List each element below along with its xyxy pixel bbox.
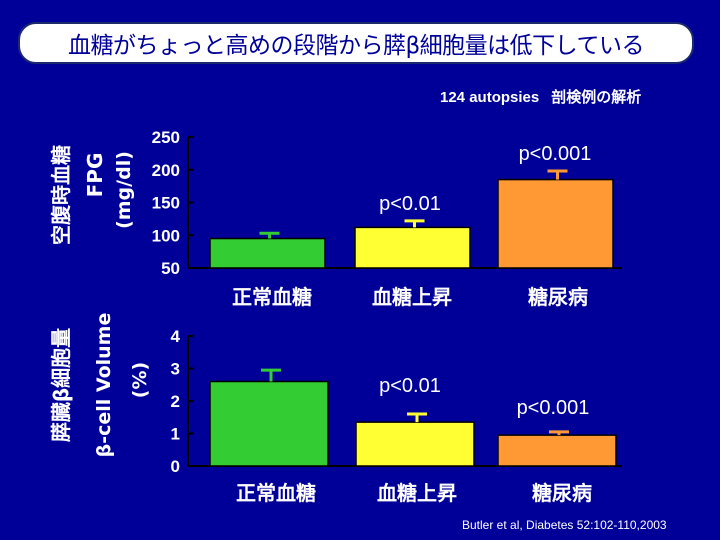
- panel2-tick-label: 0: [171, 457, 180, 476]
- panel1-tick-label: 250: [152, 128, 180, 147]
- panel2-category-label: 血糖上昇: [377, 481, 457, 505]
- panel2-bar-3: [497, 434, 617, 467]
- autopsy-note: 剖検例の解析: [551, 88, 642, 106]
- panel2-tick-label: 2: [171, 392, 180, 411]
- panel1-tick-label: 200: [152, 161, 180, 180]
- panel1-bar-3: [497, 178, 614, 269]
- panel1-y-label: 空腹時血糖: [49, 145, 73, 245]
- panel1-tick-label: 50: [161, 259, 180, 278]
- panel1-bar-1: [209, 237, 326, 269]
- title-banner: 血糖がちょっと高めの段階から膵β細胞量は低下している: [18, 22, 694, 64]
- autopsy-count: 124 autopsies: [440, 89, 540, 106]
- panel1-tick-label: 150: [152, 194, 180, 213]
- panel2-category-label: 正常血糖: [236, 481, 316, 505]
- panel2-tick-label: 1: [171, 425, 180, 444]
- panel2-category-label: 糖尿病: [532, 481, 592, 505]
- panel1-category-label: 血糖上昇: [372, 285, 452, 309]
- panel2-p-value: p<0.001: [517, 397, 590, 419]
- panel1-bar-2: [354, 226, 471, 269]
- panel2-bar-1: [209, 380, 329, 467]
- panel1-p-value: p<0.01: [379, 193, 441, 215]
- slide-title: 血糖がちょっと高めの段階から膵β細胞量は低下している: [68, 33, 645, 59]
- panel2-y-label: 膵臓β細胞量: [49, 328, 73, 442]
- panel2-tick-label: 3: [171, 360, 180, 379]
- subtitle: 124 autopsies 剖検例の解析: [440, 86, 641, 107]
- panel1-tick-label: 100: [152, 226, 180, 245]
- panel1-y-label: (mg/dl): [113, 151, 135, 229]
- panel2-p-value: p<0.01: [379, 375, 441, 397]
- panel1-category-label: 正常血糖: [232, 285, 312, 309]
- panel2-tick-label: 4: [171, 327, 181, 346]
- panel2-y-label: β-cell Volume: [93, 313, 115, 458]
- panel1-y-label: FPG: [83, 153, 107, 198]
- panel1-category-label: 糖尿病: [528, 285, 588, 309]
- panel2-y-label: (%): [129, 362, 151, 398]
- panel2-bar-2: [355, 421, 475, 467]
- panel1-p-value: p<0.001: [519, 143, 592, 165]
- citation: Butler et al, Diabetes 52:102-110,2003: [462, 518, 667, 532]
